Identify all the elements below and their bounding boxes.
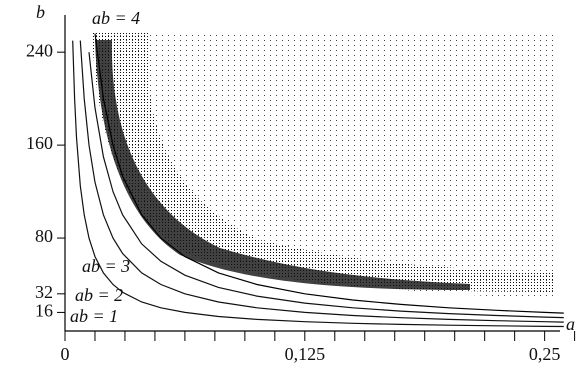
x-axis-label: a <box>566 314 575 334</box>
y-axis-label: b <box>36 2 45 22</box>
curve <box>88 52 564 319</box>
y-tick-label: 16 <box>35 301 53 321</box>
y-tick-label: 32 <box>35 282 53 302</box>
point-cloud-dense <box>92 32 555 292</box>
x-tick-label: 0,125 <box>285 344 326 364</box>
curve-label: ab = 2 <box>75 285 123 305</box>
curve-label: ab = 3 <box>82 256 130 276</box>
y-tick-label: 80 <box>35 226 53 246</box>
x-tick-label: 0,25 <box>529 344 561 364</box>
curve-label: ab = 1 <box>70 306 118 326</box>
curve <box>94 33 564 314</box>
y-tick-label: 240 <box>26 40 53 60</box>
curve <box>79 40 564 323</box>
y-tick-label: 160 <box>26 133 53 153</box>
curve <box>72 40 564 328</box>
x-tick-label: 0 <box>61 344 70 364</box>
curve-label: ab = 4 <box>92 8 140 28</box>
